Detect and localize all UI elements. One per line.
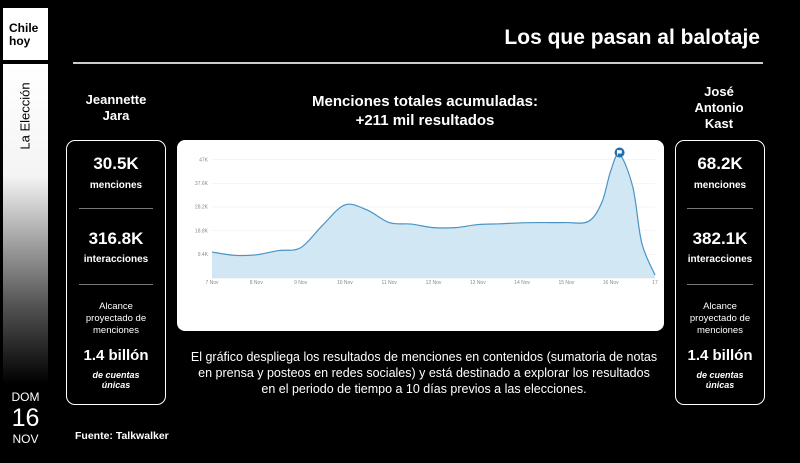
right-reach-label-3: menciones (697, 325, 743, 336)
chilehoy-logo[interactable]: Chile hoy (3, 8, 48, 60)
chart-description: El gráfico despliega los resultados de m… (190, 350, 658, 396)
logo-line-2: hoy (9, 34, 31, 48)
candidate-right-first-name: José (704, 84, 734, 99)
logo-line-1: Chile (9, 21, 39, 35)
candidate-right-last-name: Kast (704, 116, 734, 131)
candidate-right-stats-card: 68.2K menciones 382.1K interacciones Alc… (675, 140, 765, 405)
right-separator-1 (686, 208, 754, 209)
candidate-left-name: Jeannette Jara (66, 92, 166, 124)
left-reach-sub-2: únicas (101, 380, 131, 390)
x-tick-label-6: 13 Nov (470, 280, 486, 286)
mentions-area (212, 154, 655, 278)
x-tick-label-8: 15 Nov (558, 280, 574, 286)
source-note: Fuente: Talkwalker (75, 430, 169, 442)
left-reach-label-1: Alcance (99, 301, 133, 312)
chart-title: Menciones totales acumuladas: +211 mil r… (250, 92, 600, 130)
x-tick-label-10: 17 (652, 280, 658, 286)
date-day: 16 (11, 404, 40, 432)
x-tick-label-2: 9 Nov (294, 280, 308, 286)
right-interactions-value: 382.1K (692, 229, 748, 248)
candidate-left-stats-card: 30.5K menciones 316.8K interacciones Alc… (66, 140, 166, 405)
mentions-line (211, 153, 656, 276)
y-tick-label-0: 9.4K (198, 252, 209, 258)
right-mentions-label: menciones (693, 180, 747, 191)
right-reach-sub-2: únicas (705, 380, 735, 390)
section-band (3, 64, 48, 384)
y-tick-label-1: 18.8K (195, 228, 209, 234)
left-separator-2 (78, 284, 154, 285)
right-reach-label-2: proyectado de (689, 313, 751, 324)
mentions-chart-svg: 9.4K 18.8K 28.2K 37.6K 47K 7 Nov 8 Nov 9 Nov 10 … (195, 147, 658, 286)
left-separator-1 (78, 208, 154, 209)
date-month: NOV (12, 432, 39, 446)
x-tick-label-9: 16 Nov (603, 280, 619, 286)
left-reach-sub-1: de cuentas (92, 370, 140, 380)
x-tick-label-1: 8 Nov (250, 280, 264, 286)
candidate-right-middle-name: Antonio (694, 100, 744, 115)
x-tick-label-4: 11 Nov (381, 280, 397, 286)
right-separator-2 (686, 284, 754, 285)
left-mentions-label: menciones (89, 180, 143, 191)
x-tick-label-5: 12 Nov (426, 280, 442, 286)
section-label: La Elección (17, 82, 33, 150)
x-tick-label-7: 14 Nov (514, 280, 530, 286)
chart-title-line-1: Menciones totales acumuladas: (312, 93, 538, 110)
candidate-left-first-name: Jeannette (85, 92, 147, 107)
peak-flag-marker (614, 147, 625, 158)
candidate-right-name: José Antonio Kast (674, 84, 764, 132)
right-mentions-value: 68.2K (697, 154, 743, 173)
left-mentions-value: 30.5K (93, 154, 139, 173)
y-tick-label-3: 37.6K (195, 181, 209, 187)
right-interactions-label: interacciones (687, 254, 753, 265)
chart-title-line-2: +211 mil resultados (355, 112, 495, 129)
page-title: Los que pasan al balotaje (504, 26, 760, 49)
x-tick-label-3: 10 Nov (337, 280, 353, 286)
mentions-chart: 9.4K 18.8K 28.2K 37.6K 47K 7 Nov 8 Nov 9 Nov 10 … (177, 140, 664, 331)
left-reach-value: 1.4 billón (83, 347, 149, 364)
sidebar: Chile hoy La Elección DOM 16 NOV (0, 0, 51, 463)
y-tick-label-2: 28.2K (195, 205, 209, 211)
left-interactions-value: 316.8K (88, 229, 144, 248)
candidate-left-last-name: Jara (102, 108, 130, 123)
x-tick-label-0: 7 Nov (205, 280, 219, 286)
y-tick-label-4: 47K (199, 157, 209, 163)
left-reach-label-3: menciones (93, 325, 139, 336)
right-reach-value: 1.4 billón (687, 347, 753, 364)
header-divider (73, 62, 763, 64)
left-reach-label-2: proyectado de (85, 313, 147, 324)
right-reach-label-1: Alcance (703, 301, 737, 312)
right-reach-sub-1: de cuentas (696, 370, 744, 380)
left-interactions-label: interacciones (83, 254, 149, 265)
date-weekday: DOM (11, 390, 40, 404)
